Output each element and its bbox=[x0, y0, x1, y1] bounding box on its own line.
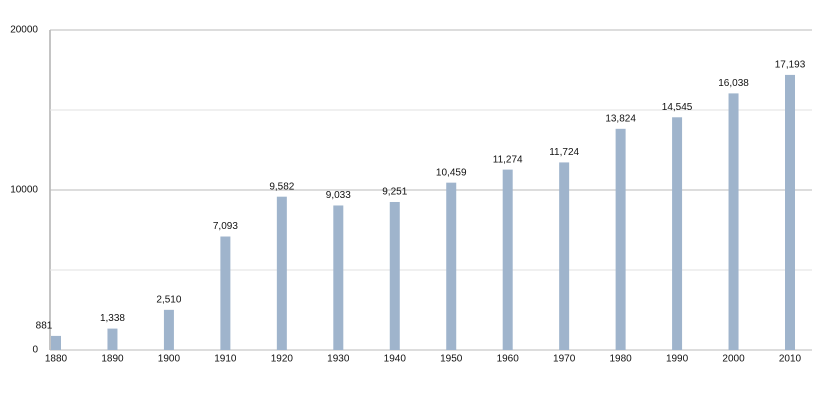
data-label: 9,033 bbox=[326, 190, 351, 201]
bar bbox=[502, 169, 513, 350]
bar bbox=[559, 162, 570, 350]
data-label: 16,038 bbox=[718, 78, 749, 89]
bar bbox=[163, 309, 174, 350]
bar bbox=[107, 328, 118, 350]
x-tick-label: 1880 bbox=[45, 354, 68, 365]
x-tick-label: 1900 bbox=[158, 354, 181, 365]
bar bbox=[785, 74, 795, 351]
bar bbox=[220, 236, 231, 350]
x-tick-label: 1970 bbox=[553, 354, 576, 365]
data-label: 11,724 bbox=[549, 147, 579, 158]
x-tick-label: 2000 bbox=[722, 354, 745, 365]
x-tick-label: 1930 bbox=[327, 354, 350, 365]
x-tick-label: 1910 bbox=[214, 354, 237, 365]
data-label: 10,459 bbox=[436, 167, 467, 178]
data-label: 13,824 bbox=[605, 113, 636, 124]
x-tick-label: 1990 bbox=[666, 354, 689, 365]
bar bbox=[389, 201, 400, 350]
x-tick-label: 2010 bbox=[779, 354, 802, 365]
bar bbox=[615, 128, 626, 350]
data-label: 9,582 bbox=[269, 181, 294, 192]
x-tick-label: 1960 bbox=[497, 354, 520, 365]
x-tick-label: 1890 bbox=[101, 354, 124, 365]
x-tick-label: 1980 bbox=[609, 354, 632, 365]
y-tick-label: 0 bbox=[32, 345, 38, 356]
data-label: 2,510 bbox=[156, 294, 181, 305]
x-tick-label: 1940 bbox=[384, 354, 407, 365]
data-label: 1,338 bbox=[100, 313, 125, 324]
y-tick-label: 10000 bbox=[10, 185, 38, 196]
data-label: 11,274 bbox=[493, 154, 523, 165]
bar bbox=[51, 335, 61, 350]
data-label: 881 bbox=[36, 321, 53, 332]
bar bbox=[672, 117, 683, 350]
bar bbox=[728, 93, 739, 350]
x-tick-label: 1950 bbox=[440, 354, 463, 365]
data-label: 9,251 bbox=[382, 187, 407, 198]
data-label: 14,545 bbox=[662, 102, 693, 113]
data-label: 17,193 bbox=[775, 60, 806, 71]
bar bbox=[333, 205, 344, 350]
bar bbox=[276, 196, 287, 350]
y-tick-label: 20000 bbox=[10, 25, 38, 36]
data-label: 7,093 bbox=[213, 221, 238, 232]
bar bbox=[446, 182, 457, 350]
x-tick-label: 1920 bbox=[271, 354, 294, 365]
